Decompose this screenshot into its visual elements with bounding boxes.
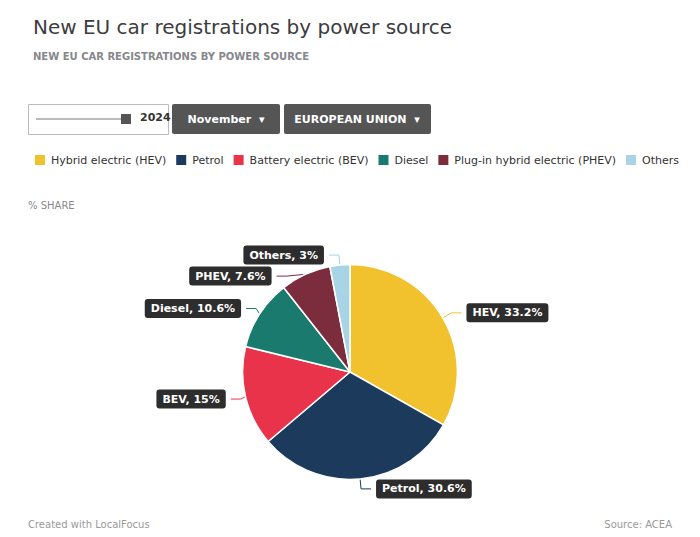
svg-text:Diesel, 10.6%: Diesel, 10.6%: [151, 302, 235, 315]
svg-text:Petrol: Petrol: [192, 154, 223, 167]
svg-text:November ▾: November ▾: [188, 113, 265, 126]
svg-text:Petrol, 30.6%: Petrol, 30.6%: [382, 482, 466, 495]
svg-text:HEV, 33.2%: HEV, 33.2%: [472, 306, 542, 319]
svg-text:% SHARE: % SHARE: [28, 200, 75, 211]
svg-text:2024: 2024: [140, 111, 171, 124]
svg-text:PHEV, 7.6%: PHEV, 7.6%: [195, 270, 265, 283]
svg-text:Battery electric (BEV): Battery electric (BEV): [250, 154, 369, 167]
svg-text:Source: ACEA: Source: ACEA: [604, 519, 672, 530]
svg-text:EUROPEAN UNION ▾: EUROPEAN UNION ▾: [294, 113, 420, 126]
svg-text:NEW EU CAR REGISTRATIONS BY PO: NEW EU CAR REGISTRATIONS BY POWER SOURCE: [33, 51, 309, 62]
svg-text:Others: Others: [642, 154, 679, 167]
svg-text:Hybrid electric (HEV): Hybrid electric (HEV): [51, 154, 166, 167]
svg-text:BEV, 15%: BEV, 15%: [162, 393, 219, 406]
svg-text:Diesel: Diesel: [395, 154, 429, 167]
svg-text:Created with LocalFocus: Created with LocalFocus: [28, 519, 150, 530]
svg-text:New EU car registrations by po: New EU car registrations by power source: [33, 15, 452, 39]
svg-text:Plug-in hybrid electric (PHEV): Plug-in hybrid electric (PHEV): [454, 154, 616, 167]
svg-text:Others, 3%: Others, 3%: [249, 249, 318, 262]
